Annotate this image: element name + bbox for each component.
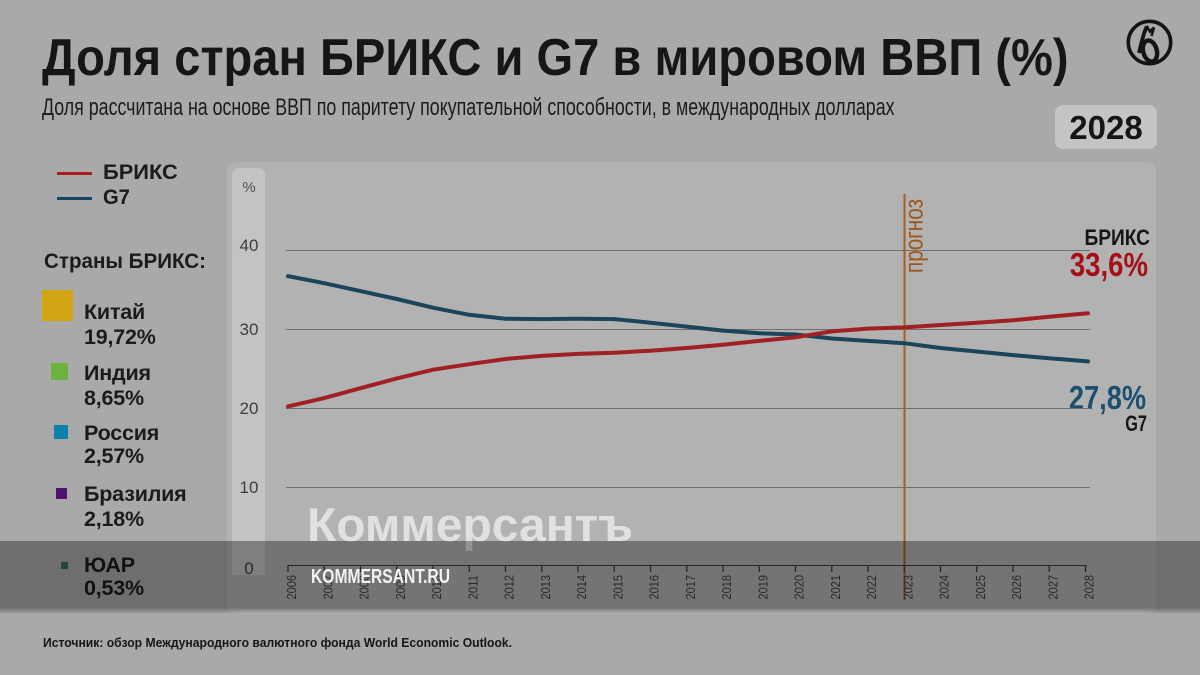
svg-text:2020: 2020 xyxy=(792,575,807,600)
svg-text:2009: 2009 xyxy=(393,575,408,600)
svg-text:2018: 2018 xyxy=(719,575,734,600)
svg-text:2015: 2015 xyxy=(610,575,625,600)
svg-text:2017: 2017 xyxy=(683,575,698,600)
svg-text:2024: 2024 xyxy=(937,575,952,600)
svg-text:2022: 2022 xyxy=(864,575,879,600)
svg-text:2010: 2010 xyxy=(429,575,444,600)
svg-text:2011: 2011 xyxy=(465,575,480,600)
svg-text:2023: 2023 xyxy=(900,575,915,600)
svg-text:2013: 2013 xyxy=(538,575,553,600)
svg-text:2012: 2012 xyxy=(502,575,517,600)
svg-text:2026: 2026 xyxy=(1009,575,1024,600)
svg-text:прогноз: прогноз xyxy=(899,199,929,273)
svg-text:2014: 2014 xyxy=(574,575,589,600)
svg-text:2021: 2021 xyxy=(828,575,843,600)
svg-text:2016: 2016 xyxy=(647,575,662,600)
svg-text:2027: 2027 xyxy=(1045,575,1060,600)
svg-text:2007: 2007 xyxy=(320,575,335,600)
svg-text:2028: 2028 xyxy=(1082,575,1097,600)
svg-text:2019: 2019 xyxy=(755,575,770,600)
svg-text:2025: 2025 xyxy=(973,575,988,600)
svg-text:2006: 2006 xyxy=(284,575,299,600)
svg-text:2008: 2008 xyxy=(357,575,372,600)
